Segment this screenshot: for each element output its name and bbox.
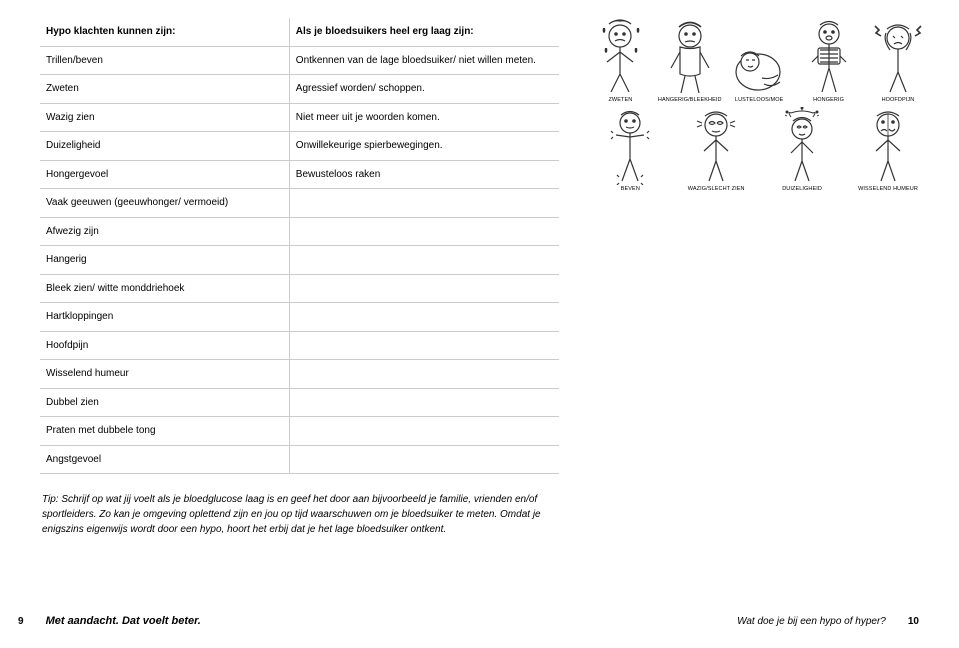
page-number-left: 9 — [18, 616, 24, 627]
illustration-caption: BEVEN — [621, 186, 640, 192]
table-cell — [289, 331, 559, 360]
table-cell: Praten met dubbele tong — [40, 417, 289, 446]
table-cell: Duizeligheid — [40, 132, 289, 161]
table-cell — [289, 189, 559, 218]
table-cell: Wazig zien — [40, 103, 289, 132]
illustration-caption: LUSTELOOS/MOE — [735, 97, 784, 103]
table-cell: Vaak geeuwen (geeuwhonger/ vermoeid) — [40, 189, 289, 218]
illustration-caption: ZWETEN — [608, 97, 632, 103]
table-cell — [289, 246, 559, 275]
footer-slogan: Met aandacht. Dat voelt beter. — [46, 615, 201, 627]
table-cell: Bewusteloos raken — [289, 160, 559, 189]
illustration-mood: WISSELEND HUMEUR — [857, 107, 919, 192]
table-cell: Ontkennen van de lage bloedsuiker/ niet … — [289, 46, 559, 75]
tip-paragraph: Tip: Schrijf op wat jij voelt als je blo… — [40, 492, 559, 537]
symptom-table-container: Hypo klachten kunnen zijn: Als je bloeds… — [40, 18, 559, 537]
table-cell — [289, 388, 559, 417]
illustration-row: ZWETEN HANGERIG/BLEEKHEID LUSTELOOS/MOE … — [589, 18, 929, 103]
table-cell: Niet meer uit je woorden komen. — [289, 103, 559, 132]
symptom-table: Hypo klachten kunnen zijn: Als je bloeds… — [40, 18, 559, 474]
table-cell: Hoofdpijn — [40, 331, 289, 360]
table-header-right: Als je bloedsuikers heel erg laag zijn: — [289, 18, 559, 46]
table-cell: Wisselend humeur — [40, 360, 289, 389]
illustration-caption: WAZIG/SLECHT ZIEN — [688, 186, 745, 192]
illustration-caption: DUIZELIGHEID — [782, 186, 822, 192]
table-cell — [289, 445, 559, 474]
table-cell: Hangerig — [40, 246, 289, 275]
table-cell: Trillen/beven — [40, 46, 289, 75]
table-cell: Zweten — [40, 75, 289, 104]
illustrations-panel: ZWETEN HANGERIG/BLEEKHEID LUSTELOOS/MOE … — [589, 18, 929, 537]
illustration-tired: LUSTELOOS/MOE — [728, 18, 790, 103]
table-cell: Hartkloppingen — [40, 303, 289, 332]
illustration-sweating: ZWETEN — [589, 18, 651, 103]
table-cell: Dubbel zien — [40, 388, 289, 417]
illustration-caption: HOOFDPIJN — [882, 97, 915, 103]
illustration-dizzy: DUIZELIGHEID — [771, 107, 833, 192]
illustration-caption: HANGERIG/BLEEKHEID — [658, 97, 722, 103]
table-cell: Angstgevoel — [40, 445, 289, 474]
table-cell — [289, 303, 559, 332]
illustration-hungry: HONGERIG — [798, 18, 860, 103]
footer-right: Wat doe je bij een hypo of hyper? 10 — [737, 616, 919, 627]
table-cell — [289, 417, 559, 446]
page-footer: 9 Met aandacht. Dat voelt beter. Wat doe… — [0, 602, 959, 648]
table-cell: Bleek zien/ witte monddriehoek — [40, 274, 289, 303]
table-cell — [289, 274, 559, 303]
illustration-row: BEVEN WAZIG/SLECHT ZIEN DUIZELIGHEID WIS… — [589, 107, 929, 192]
table-cell: Hongergevoel — [40, 160, 289, 189]
footer-left: 9 Met aandacht. Dat voelt beter. — [18, 615, 201, 627]
illustration-shaking: BEVEN — [599, 107, 661, 192]
table-cell — [289, 360, 559, 389]
table-cell: Afwezig zijn — [40, 217, 289, 246]
table-cell: Agressief worden/ schoppen. — [289, 75, 559, 104]
page-number-right: 10 — [908, 616, 919, 627]
illustration-pale: HANGERIG/BLEEKHEID — [659, 18, 721, 103]
illustration-caption: WISSELEND HUMEUR — [858, 186, 918, 192]
table-header-left: Hypo klachten kunnen zijn: — [40, 18, 289, 46]
illustration-blurry: WAZIG/SLECHT ZIEN — [685, 107, 747, 192]
table-cell: Onwillekeurige spierbewegingen. — [289, 132, 559, 161]
illustration-headache: HOOFDPIJN — [867, 18, 929, 103]
footer-question: Wat doe je bij een hypo of hyper? — [737, 616, 886, 627]
table-cell — [289, 217, 559, 246]
illustration-caption: HONGERIG — [813, 97, 844, 103]
